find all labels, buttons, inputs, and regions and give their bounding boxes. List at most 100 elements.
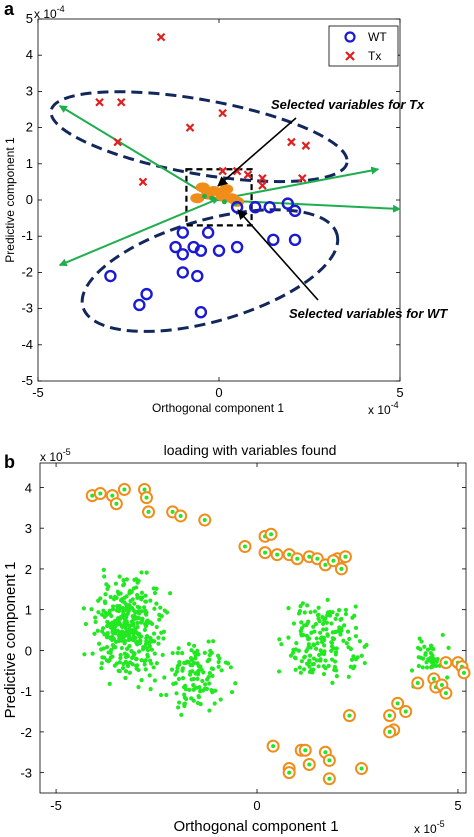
panel-b-x-tick-label: 5 <box>454 798 461 813</box>
loading-point <box>192 643 197 648</box>
selected-variable-marker <box>93 487 107 501</box>
panel-a-x-tick-label: -5 <box>32 385 44 400</box>
loading-point <box>334 674 339 679</box>
loading-point <box>307 664 312 669</box>
selected-variable-center <box>269 532 274 537</box>
loading-point <box>316 664 321 669</box>
loading-point <box>329 640 334 645</box>
loading-point <box>132 601 137 606</box>
annotation-selected-tx: Selected variables for Tx <box>271 97 425 112</box>
svg-text:x 10-4: x 10-4 <box>34 4 65 21</box>
loading-point <box>207 657 212 662</box>
loading-point <box>312 609 318 614</box>
loading-point <box>110 623 115 628</box>
loading-point <box>349 657 355 662</box>
panel-a-x-exponent-base: x 10 <box>368 403 391 417</box>
loading-point <box>191 676 196 682</box>
loading-point <box>301 667 307 672</box>
loading-point <box>105 619 110 624</box>
loading-point <box>123 669 129 674</box>
selected-variable-center <box>323 562 328 567</box>
loading-point <box>143 624 149 629</box>
selected-variable-center <box>327 758 332 763</box>
panel-b-label: b <box>4 452 15 472</box>
loading-point <box>338 632 343 637</box>
loading-point <box>133 616 138 621</box>
loading-point <box>286 635 291 640</box>
loading-point <box>180 666 185 671</box>
loading-point <box>302 654 307 659</box>
loading-point <box>424 665 430 670</box>
loading-point <box>200 678 205 684</box>
selected-variable-center <box>178 513 183 518</box>
loading-point <box>304 649 309 654</box>
loading-point <box>105 623 110 628</box>
selected-variable-marker <box>326 554 340 568</box>
loading-point <box>131 608 136 613</box>
loading-point <box>142 627 148 632</box>
loading-point <box>353 604 358 609</box>
loading-point <box>342 623 347 628</box>
wt-point <box>176 226 190 239</box>
selected-variable-center <box>146 509 151 514</box>
loading-point <box>152 651 157 656</box>
selected-variable-center <box>439 683 444 688</box>
loading-point <box>122 581 127 587</box>
annotation-selected-wt: Selected variables for WT <box>289 306 448 321</box>
selected-variable-marker <box>282 766 296 780</box>
panel-b-axes: -5 0 5 4 3 2 1 0 -1 -2 -3 <box>20 462 467 813</box>
loading-point <box>176 705 181 710</box>
loading-point <box>137 639 142 644</box>
panel-b-y-tick-label: 2 <box>25 562 32 577</box>
loading-point <box>138 595 143 600</box>
loading-point <box>204 677 210 682</box>
callout-arrow-wt <box>237 209 319 301</box>
ellipse-wt-cluster <box>80 208 340 333</box>
loading-point <box>297 608 303 614</box>
loading-point <box>318 657 323 662</box>
loading-point <box>207 681 212 686</box>
selected-variable-center <box>271 744 276 749</box>
loading-point <box>351 654 356 659</box>
loading-point <box>124 602 129 607</box>
loading-point <box>362 660 367 666</box>
loading-point <box>218 697 223 702</box>
loading-point <box>291 621 297 626</box>
loading-point <box>216 659 221 665</box>
loading-point <box>103 592 108 597</box>
loading-point <box>321 621 326 627</box>
loading-point <box>112 594 118 599</box>
selected-variable-center <box>431 676 436 681</box>
selected-variable-marker <box>322 772 336 786</box>
tx-point <box>258 174 267 183</box>
loading-point <box>196 695 202 700</box>
loading-point <box>118 652 123 658</box>
loading-point <box>111 630 116 636</box>
loading-point <box>152 606 157 611</box>
selected-variable-marker <box>322 753 336 767</box>
loading-point <box>135 620 140 626</box>
loading-point <box>322 643 327 648</box>
loading-point <box>431 646 436 652</box>
loading-point <box>430 664 436 669</box>
loading-point <box>185 659 190 664</box>
selected-variable-center <box>323 750 328 755</box>
loading-point <box>306 642 311 647</box>
tx-point-stroke <box>95 97 104 107</box>
loading-point <box>138 620 144 625</box>
loading-point <box>216 664 221 669</box>
panel-a-y-tick-label: 1 <box>26 156 33 171</box>
loading-point <box>347 636 352 642</box>
loading-point <box>308 610 313 615</box>
panel-a-y-exponent-power: -4 <box>57 4 65 14</box>
panel-a-x-exponent-power: -4 <box>391 400 399 410</box>
loading-point <box>420 665 425 670</box>
loading-point <box>101 626 106 631</box>
loading-point <box>277 669 282 674</box>
wt-point <box>267 233 280 247</box>
loading-point <box>343 611 349 617</box>
selected-variable-center <box>315 556 320 561</box>
loading-point <box>101 608 106 613</box>
loading-point <box>195 676 200 682</box>
